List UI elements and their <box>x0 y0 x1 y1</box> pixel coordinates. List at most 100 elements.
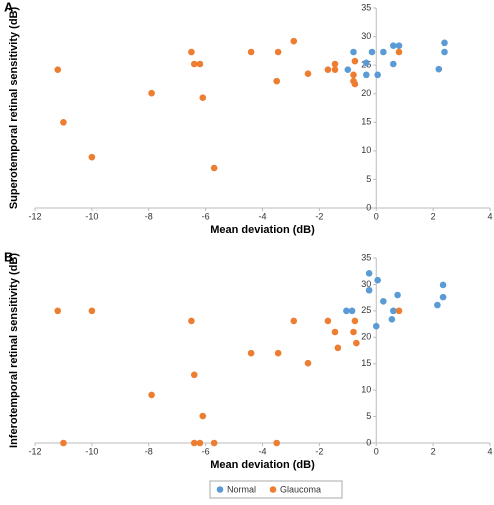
point <box>395 307 403 315</box>
point <box>439 293 447 301</box>
x-axis-label: Mean deviation (dB) <box>210 459 315 471</box>
y-tick-label: 5 <box>366 411 371 421</box>
point <box>390 60 397 68</box>
point <box>148 391 155 399</box>
point <box>331 66 339 74</box>
y-axis-label: Superotemporal retinal sensitivity (dB) <box>8 7 20 210</box>
point <box>344 66 352 74</box>
x-tick-label: -10 <box>85 446 98 456</box>
point <box>190 439 198 447</box>
point <box>273 77 281 85</box>
x-tick-label: 0 <box>374 446 379 456</box>
y-tick-label: 35 <box>361 252 371 262</box>
y-tick-label: 30 <box>361 279 371 289</box>
point <box>324 317 332 325</box>
point <box>331 60 339 68</box>
point <box>190 60 198 68</box>
legend-label: Glaucoma <box>280 484 321 494</box>
panel-label: A <box>4 0 14 14</box>
x-tick-label: -6 <box>202 446 210 456</box>
point <box>304 70 312 78</box>
point <box>380 48 387 56</box>
point <box>210 164 218 172</box>
point <box>362 71 370 79</box>
x-tick-label: 0 <box>374 211 379 221</box>
point <box>199 412 207 420</box>
x-tick-label: -12 <box>28 446 41 456</box>
legend-label: Normal <box>227 484 256 494</box>
point <box>372 322 380 330</box>
point <box>88 307 96 315</box>
point <box>348 307 356 315</box>
y-tick-label: 10 <box>361 145 371 155</box>
x-tick-label: -2 <box>315 211 323 221</box>
legend-box <box>209 480 343 499</box>
point <box>324 66 332 74</box>
point <box>273 439 281 447</box>
point <box>434 301 441 309</box>
point <box>54 66 62 74</box>
point <box>435 65 443 73</box>
panel-label: B <box>4 249 13 264</box>
y-tick-label: 30 <box>361 31 371 41</box>
point <box>274 349 282 357</box>
point <box>350 48 357 56</box>
point <box>196 439 204 447</box>
point <box>343 307 350 315</box>
y-tick-label: 15 <box>361 117 371 127</box>
point <box>441 39 448 47</box>
point <box>395 42 403 50</box>
point <box>395 48 403 56</box>
point <box>388 316 396 323</box>
point <box>60 118 67 126</box>
y-tick-label: 5 <box>366 174 371 184</box>
y-tick-label: 10 <box>361 385 371 395</box>
x-axis-label: Mean deviation (dB) <box>210 224 315 236</box>
point <box>368 48 376 56</box>
point <box>350 71 357 79</box>
point <box>439 281 447 289</box>
point <box>274 48 282 56</box>
x-tick-label: -2 <box>315 446 323 456</box>
y-tick-label: 15 <box>361 358 371 368</box>
point <box>351 57 359 65</box>
point <box>362 59 370 67</box>
legend-marker <box>216 486 224 493</box>
point <box>334 344 342 352</box>
y-tick-label: 20 <box>361 88 371 98</box>
x-tick-label: 2 <box>431 446 436 456</box>
point <box>210 439 218 447</box>
point <box>380 298 387 305</box>
y-tick-label: 35 <box>361 2 371 12</box>
y-tick-label: 0 <box>366 437 371 447</box>
x-tick-label: -4 <box>258 211 266 221</box>
y-tick-label: 25 <box>361 305 371 315</box>
x-tick-label: -6 <box>202 211 210 221</box>
point <box>54 307 62 315</box>
x-tick-label: -12 <box>28 211 41 221</box>
point <box>188 317 195 325</box>
point <box>60 439 67 447</box>
y-tick-label: 20 <box>361 332 371 342</box>
point <box>148 89 155 97</box>
point <box>304 359 312 367</box>
point <box>351 80 359 88</box>
point <box>390 42 397 50</box>
y-axis-label: Inferotemporal retinal sensitivity (dB) <box>8 253 20 448</box>
point <box>188 48 195 56</box>
legend-marker <box>269 486 277 493</box>
point <box>331 328 339 336</box>
point <box>353 339 360 347</box>
point <box>365 270 373 277</box>
x-tick-label: 4 <box>487 446 492 456</box>
point <box>350 328 357 336</box>
point <box>441 48 448 56</box>
point <box>351 317 359 325</box>
point <box>196 60 204 68</box>
point <box>290 317 298 325</box>
point <box>390 307 397 315</box>
x-tick-label: -8 <box>145 211 153 221</box>
point <box>394 291 401 299</box>
point <box>190 371 198 379</box>
